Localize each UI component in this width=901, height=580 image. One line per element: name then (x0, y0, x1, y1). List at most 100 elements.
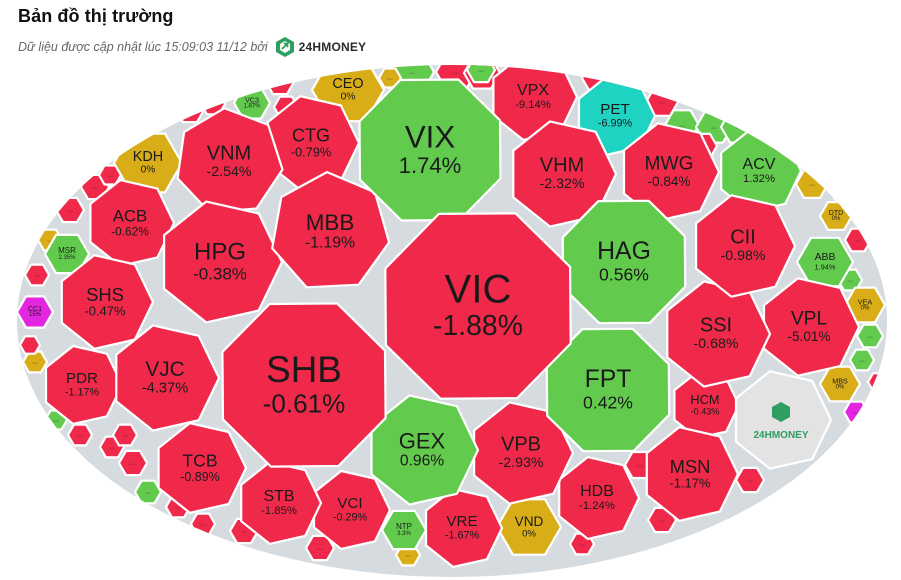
small-cell-label: ... (34, 272, 40, 279)
brand-cell[interactable]: 24HMONEY (734, 370, 833, 470)
stock-cell-shape (89, 179, 176, 267)
small-cell-label: ... (145, 489, 151, 496)
stock-cell-shape (157, 422, 248, 514)
stock-cell-hdb[interactable]: HDB-1.24% (558, 456, 641, 541)
ticker-label: VPB (501, 434, 541, 456)
change-label: 1.94% (815, 263, 836, 272)
stock-cell-shape (561, 199, 687, 325)
change-label: 0.42% (583, 392, 633, 412)
small-stock-cell[interactable] (264, 68, 296, 96)
change-label: 0% (832, 216, 841, 222)
small-cell-label: ... (77, 432, 83, 439)
ticker-label: ACB (113, 206, 148, 225)
small-stock-cell[interactable] (117, 449, 149, 477)
stock-cell-vci[interactable]: VCI-0.29% (312, 469, 392, 551)
stock-cell-hcm[interactable]: HCM-0.43% (673, 370, 741, 440)
stock-cell-cii[interactable]: CII-0.98% (694, 194, 797, 298)
small-stock-cell[interactable] (848, 348, 876, 372)
small-cell-label: ... (847, 277, 853, 284)
small-stock-cell[interactable] (210, 80, 234, 100)
stock-cell-hpg[interactable]: HPG-0.38% (163, 200, 284, 324)
change-label: -0.68% (694, 336, 739, 352)
small-stock-cell[interactable] (23, 263, 51, 287)
change-label: -1.17% (669, 476, 711, 491)
small-stock-cell[interactable] (21, 350, 49, 374)
ticker-label: VHM (540, 155, 584, 177)
stock-cell-stb[interactable]: STB-1.85% (240, 461, 323, 546)
small-cell-label: ... (53, 417, 59, 424)
brand-link[interactable]: 24HMONEY (274, 36, 367, 58)
small-cell-label: ... (122, 432, 128, 439)
change-label: -2.32% (540, 176, 585, 192)
change-label: -0.84% (647, 174, 690, 189)
small-cell-label: ... (843, 195, 849, 202)
change-label: -9.14% (515, 99, 551, 111)
change-label: 0% (861, 306, 870, 312)
change-label: 3.3% (397, 531, 411, 537)
change-label: -1.19% (305, 235, 355, 252)
brand-cell-label: 24HMONEY (753, 430, 808, 441)
ticker-label: HDB (580, 483, 614, 500)
small-stock-cell[interactable] (66, 423, 94, 447)
stock-cell-shape (795, 236, 855, 288)
small-stock-cell[interactable] (855, 323, 885, 349)
ticker-label: FPT (585, 366, 632, 393)
small-stock-cell[interactable] (174, 96, 206, 124)
small-stock-cell[interactable] (133, 479, 163, 505)
change-label: -0.89% (180, 470, 220, 484)
stock-cell-shs[interactable]: SHS-0.47% (60, 254, 155, 350)
stock-cell-msn[interactable]: MSN-1.17% (645, 426, 740, 522)
ticker-label: NTP (396, 522, 412, 531)
ticker-label: CC1 (28, 306, 42, 313)
stock-cell-tcb[interactable]: TCB-0.89% (157, 422, 248, 514)
ticker-label: HPG (194, 238, 246, 265)
small-stock-cell[interactable] (465, 58, 497, 84)
change-label: -4.37% (142, 380, 189, 396)
small-stock-cell[interactable] (18, 335, 42, 355)
updated-text: Dữ liệu được cập nhật lúc 15:09:03 11/12… (18, 40, 268, 54)
stock-cell-shape (694, 194, 797, 298)
stock-cell-vic[interactable]: VIC-1.88% (384, 212, 572, 400)
small-cell-label: ... (187, 107, 193, 114)
change-label: -1.24% (579, 500, 615, 512)
stock-cell-vnm[interactable]: VNM-2.54% (176, 107, 284, 214)
stock-cell-vpb[interactable]: VPB-2.93% (473, 401, 575, 505)
stock-cell-vre[interactable]: VRE-1.67% (424, 487, 504, 569)
stock-cell-acb[interactable]: ACB-0.62% (89, 179, 176, 267)
stock-cell-shape (221, 302, 387, 468)
small-cell-label: ... (859, 357, 865, 364)
change-label: 15% (29, 312, 42, 318)
change-label: 2.35% (58, 255, 76, 261)
ticker-label: TCB (182, 451, 217, 471)
stock-cell-shape (176, 107, 284, 214)
stock-cell-shape (424, 487, 504, 569)
stock-cell-mbb[interactable]: MBB-1.19% (271, 171, 391, 289)
small-cell-label: ... (47, 237, 53, 244)
ticker-label: CEO (332, 76, 363, 92)
stock-cell-shape (380, 509, 428, 551)
change-label: -0.47% (84, 304, 126, 319)
stock-cell-shb[interactable]: SHB-0.61% (221, 302, 387, 468)
ticker-label: SHB (266, 349, 342, 390)
small-stock-cell[interactable] (866, 372, 888, 392)
brand-logo-icon (275, 37, 294, 57)
stock-cell-mwg[interactable]: MWG-0.84% (622, 122, 721, 222)
stock-cell-pdr[interactable]: PDR-1.17% (44, 344, 124, 426)
stock-cell-vjc[interactable]: VJC-4.37% (115, 324, 221, 432)
small-cell-label: ... (579, 541, 585, 548)
page-title: Bản đồ thị trường (18, 6, 174, 26)
small-cell-label: ... (867, 333, 873, 340)
small-cell-label: ... (679, 122, 685, 129)
ticker-label: GEX (399, 428, 446, 453)
small-stock-cell[interactable] (111, 423, 139, 447)
